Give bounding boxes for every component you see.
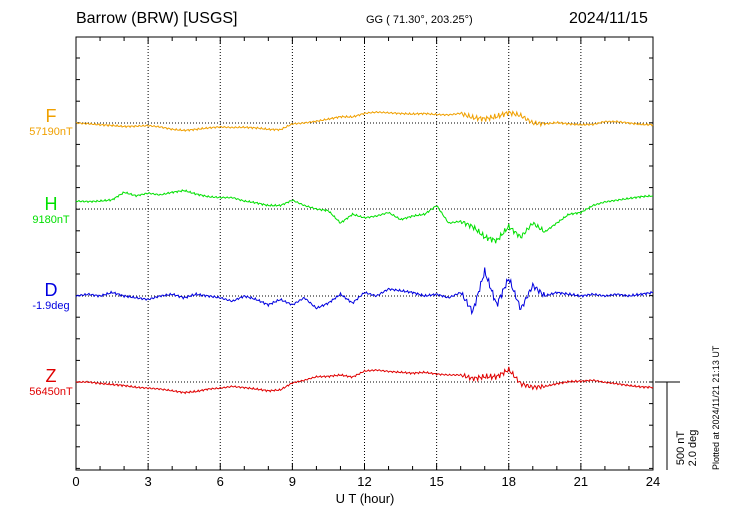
x-axis-label: U T (hour) — [336, 491, 395, 506]
station-coords: GG ( 71.30°, 203.25°) — [366, 14, 473, 26]
component-baseline-H: 9180nT — [32, 214, 70, 226]
x-tick-label: 0 — [72, 474, 79, 489]
component-name-F: F — [45, 106, 57, 126]
component-label-D: D -1.9deg — [26, 280, 76, 313]
component-label-H: H 9180nT — [26, 194, 76, 227]
series-group — [75, 110, 654, 395]
x-tick-label: 12 — [357, 474, 371, 489]
plotted-at-note: Plotted at 2024/11/21 21:13 UT — [711, 345, 721, 470]
series-line-Z — [75, 366, 654, 395]
component-baseline-D: -1.9deg — [32, 300, 70, 312]
scale-bar-nt: 500 nT — [675, 431, 687, 466]
series-line-D — [75, 267, 654, 316]
x-tick-label: 9 — [289, 474, 296, 489]
x-tick-label: 24 — [646, 474, 660, 489]
component-name-D: D — [44, 280, 58, 300]
scale-bar: 500 nT 2.0 deg — [655, 381, 699, 470]
x-tick-label: 18 — [502, 474, 516, 489]
component-baseline-Z: 56450nT — [29, 386, 73, 398]
series-line-F — [75, 110, 654, 133]
component-label-Z: Z 56450nT — [26, 366, 76, 399]
x-tick-label: 15 — [429, 474, 443, 489]
plot-date: 2024/11/15 — [569, 10, 648, 27]
scale-bar-deg: 2.0 deg — [687, 430, 699, 467]
x-tick-label: 21 — [574, 474, 588, 489]
x-tick-label: 3 — [145, 474, 152, 489]
component-name-H: H — [44, 194, 58, 214]
station-title: Barrow (BRW) [USGS] — [76, 10, 238, 27]
axis-ticks — [75, 37, 654, 470]
component-label-F: F 57190nT — [26, 106, 76, 139]
component-name-Z: Z — [45, 366, 57, 386]
component-baseline-F: 57190nT — [29, 126, 73, 138]
x-tick-label: 6 — [217, 474, 224, 489]
series-line-H — [75, 189, 654, 244]
x-tick-labels: 0 3 6 9 12 15 18 21 24 — [72, 474, 660, 489]
grid — [76, 37, 653, 470]
